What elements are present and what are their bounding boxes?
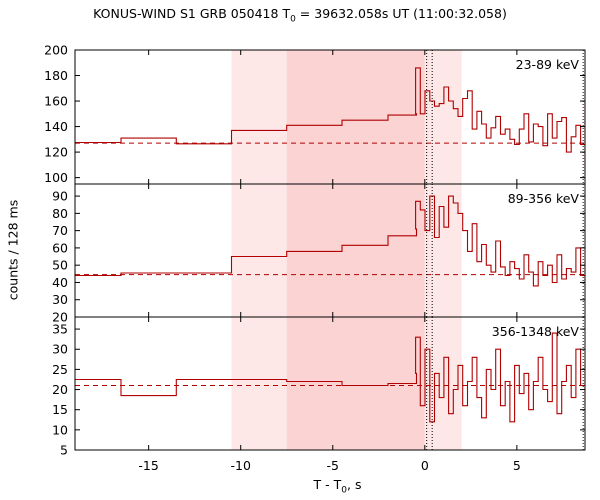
y-tick-label-0-1: 120: [44, 145, 68, 160]
panels-layer: [75, 50, 585, 450]
y-tick-label-2-0: 5: [60, 443, 68, 458]
y-tick-label-1-3: 50: [52, 258, 68, 273]
panel-2: [75, 317, 585, 450]
y-tick-label-1-4: 60: [52, 240, 68, 255]
shaded-interval-0: [231, 50, 287, 450]
lightcurve-0: [75, 67, 585, 173]
energy-band-label-2: 356-1348 keV: [492, 324, 580, 339]
x-tick-label-2: -5: [327, 458, 339, 473]
shaded-interval-1: [286, 50, 425, 450]
shaded-interval-2: [424, 50, 462, 450]
y-tick-label-2-2: 15: [52, 402, 68, 417]
x-tick-label-3: 0: [421, 458, 429, 473]
y-tick-label-1-7: 90: [52, 189, 68, 204]
y-tick-label-1-5: 70: [52, 223, 68, 238]
panel-frame-2: [74, 316, 586, 451]
panel-1: [75, 184, 585, 317]
x-axis-label: T - T0, s: [313, 477, 362, 496]
y-tick-label-2-3: 20: [52, 382, 68, 397]
y-tick-label-1-0: 20: [52, 310, 68, 325]
y-tick-label-2-6: 35: [52, 322, 68, 337]
x-tick-label-0: -15: [138, 458, 158, 473]
lightcurve-1: [75, 195, 585, 287]
panel-0: [75, 50, 585, 184]
y-tick-label-1-2: 40: [52, 275, 68, 290]
x-tick-label-1: -10: [230, 458, 250, 473]
y-tick-label-0-3: 160: [44, 94, 68, 109]
y-tick-label-0-5: 200: [44, 43, 68, 58]
energy-band-label-0: 23-89 keV: [516, 57, 580, 72]
y-tick-label-2-5: 30: [52, 342, 68, 357]
y-tick-label-0-2: 140: [44, 119, 68, 134]
energy-band-label-1: 89-356 keV: [508, 191, 580, 206]
y-axis-label: counts / 128 ms: [5, 199, 21, 301]
y-tick-label-2-4: 25: [52, 362, 68, 377]
chart-title: KONUS-WIND S1 GRB 050418 T0 = 39632.058s…: [93, 6, 507, 25]
y-tick-label-0-4: 180: [44, 68, 68, 83]
x-tick-label-4: 5: [513, 458, 521, 473]
y-tick-label-0-0: 100: [44, 170, 68, 185]
lightcurve-2: [75, 332, 585, 423]
y-tick-label-1-1: 30: [52, 292, 68, 307]
y-tick-label-1-6: 80: [52, 206, 68, 221]
y-tick-label-2-1: 10: [52, 422, 68, 437]
